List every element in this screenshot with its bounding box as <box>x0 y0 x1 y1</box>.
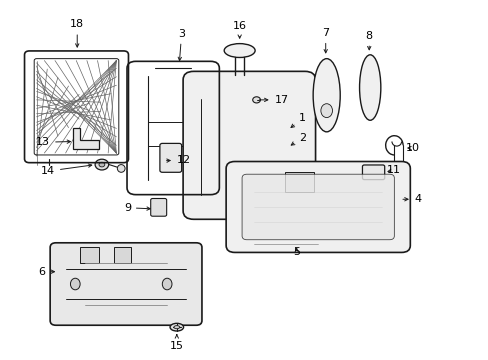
Text: 13: 13 <box>36 137 70 147</box>
Text: 8: 8 <box>365 31 372 50</box>
Bar <box>285 172 313 192</box>
Text: 7: 7 <box>322 28 328 53</box>
Ellipse shape <box>162 278 172 290</box>
Ellipse shape <box>117 165 125 172</box>
Text: 15: 15 <box>169 335 183 351</box>
FancyBboxPatch shape <box>183 71 315 219</box>
Text: 16: 16 <box>232 21 246 38</box>
Text: 6: 6 <box>38 267 54 277</box>
Text: 2: 2 <box>291 132 305 145</box>
Text: 10: 10 <box>405 143 419 153</box>
FancyBboxPatch shape <box>362 165 384 180</box>
Text: 11: 11 <box>386 165 400 175</box>
FancyBboxPatch shape <box>50 243 202 325</box>
Bar <box>114 247 131 263</box>
Ellipse shape <box>174 326 180 329</box>
Ellipse shape <box>70 278 80 290</box>
FancyBboxPatch shape <box>225 162 409 252</box>
Bar <box>80 247 99 263</box>
Ellipse shape <box>252 97 260 103</box>
Text: 14: 14 <box>41 164 92 176</box>
FancyBboxPatch shape <box>160 143 181 172</box>
Text: 3: 3 <box>178 28 185 60</box>
Text: 18: 18 <box>70 19 84 47</box>
Text: 9: 9 <box>123 203 150 213</box>
Text: 5: 5 <box>293 247 300 257</box>
Text: 17: 17 <box>259 95 288 105</box>
FancyBboxPatch shape <box>242 174 393 240</box>
Ellipse shape <box>95 159 108 170</box>
Text: 4: 4 <box>402 194 421 204</box>
Ellipse shape <box>312 59 340 132</box>
Text: 12: 12 <box>166 155 190 165</box>
Polygon shape <box>73 128 99 149</box>
Text: 1: 1 <box>290 113 305 127</box>
Ellipse shape <box>224 44 255 58</box>
Ellipse shape <box>359 55 380 120</box>
Ellipse shape <box>99 162 104 167</box>
Ellipse shape <box>320 104 332 118</box>
Ellipse shape <box>170 323 183 331</box>
FancyBboxPatch shape <box>150 198 166 216</box>
